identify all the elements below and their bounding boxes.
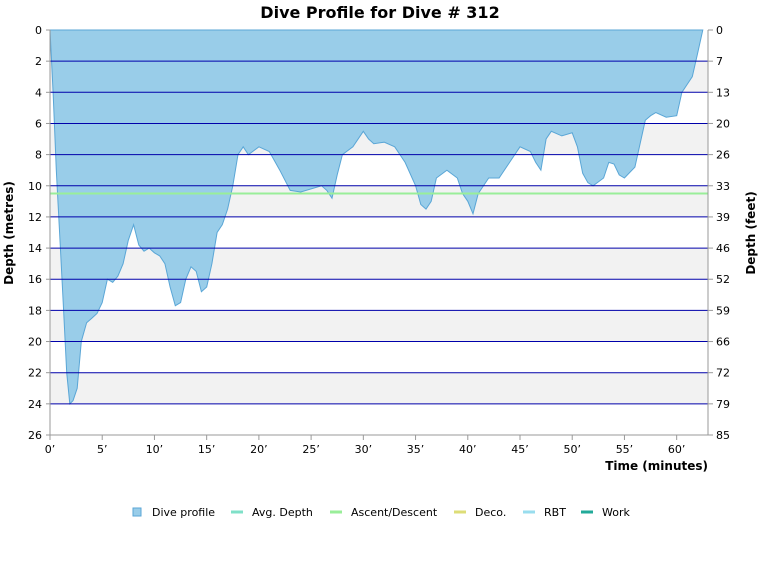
y2-tick-label: 72 xyxy=(716,367,730,380)
x-tick-label: 50’ xyxy=(563,443,581,456)
x-tick-label: 55’ xyxy=(616,443,634,456)
y-tick-label: 18 xyxy=(28,304,42,317)
y2-tick-label: 13 xyxy=(716,86,730,99)
x-tick-label: 5’ xyxy=(97,443,108,456)
y2-tick-label: 46 xyxy=(716,242,730,255)
chart-title: Dive Profile for Dive # 312 xyxy=(260,3,499,22)
x-axis-label: Time (minutes) xyxy=(605,459,708,473)
legend-label: RBT xyxy=(544,506,566,519)
x-tick-label: 60’ xyxy=(668,443,686,456)
y-tick-label: 2 xyxy=(35,55,42,68)
y-axis-label: Depth (metres) xyxy=(2,181,16,285)
y2-tick-label: 66 xyxy=(716,336,730,349)
y2-axis-label: Depth (feet) xyxy=(744,191,758,274)
x-tick-label: 35’ xyxy=(407,443,425,456)
y-tick-label: 0 xyxy=(35,24,42,37)
y-tick-label: 4 xyxy=(35,86,42,99)
grid-lines-over xyxy=(50,60,708,405)
grid-band xyxy=(50,279,708,311)
y-tick-label: 22 xyxy=(28,367,42,380)
y2-tick-label: 20 xyxy=(716,117,730,130)
y2-tick-label: 0 xyxy=(716,24,723,37)
grid-band xyxy=(50,310,708,342)
y-tick-label: 24 xyxy=(28,398,42,411)
grid-band xyxy=(50,248,708,280)
x-tick-label: 15’ xyxy=(198,443,216,456)
x-tick-label: 45’ xyxy=(511,443,529,456)
y2-tick-label: 85 xyxy=(716,429,730,442)
y2-tick-label: 52 xyxy=(716,273,730,286)
y2-tick-label: 59 xyxy=(716,304,730,317)
x-tick-label: 40’ xyxy=(459,443,477,456)
y2-tick-label: 39 xyxy=(716,211,730,224)
y2-tick-label: 26 xyxy=(716,149,730,162)
legend-label: Ascent/Descent xyxy=(351,506,438,519)
legend: Dive profile Avg. Depth Ascent/Descent Deco… xyxy=(132,506,630,519)
y-tick-label: 10 xyxy=(28,180,42,193)
legend-label: Deco. xyxy=(475,506,506,519)
legend-swatch-box xyxy=(132,507,142,517)
y-tick-label: 8 xyxy=(35,149,42,162)
y-tick-label: 14 xyxy=(28,242,42,255)
y-tick-label: 6 xyxy=(35,117,42,130)
grid-band xyxy=(50,341,708,373)
legend-label: Dive profile xyxy=(152,506,215,519)
x-tick-label: 30’ xyxy=(355,443,373,456)
x-axis-ticks: 0’ 5’ 10’ 15’ 20’ 25’ 30’ 35’ 40’ 45’ 50’ 55’ 60’ xyxy=(45,435,686,456)
y-tick-label: 20 xyxy=(28,336,42,349)
x-tick-label: 20’ xyxy=(250,443,268,456)
grid-band xyxy=(50,403,708,435)
y-tick-label: 26 xyxy=(28,429,42,442)
x-tick-label: 25’ xyxy=(302,443,320,456)
x-tick-label: 10’ xyxy=(146,443,164,456)
legend-label: Avg. Depth xyxy=(252,506,313,519)
y-tick-label: 16 xyxy=(28,273,42,286)
y-tick-label: 12 xyxy=(28,211,42,224)
y2-tick-label: 33 xyxy=(716,180,730,193)
grid-band xyxy=(50,372,708,404)
axes xyxy=(49,30,709,436)
x-tick-label: 0’ xyxy=(45,443,56,456)
y2-tick-label: 7 xyxy=(716,55,723,68)
legend-label: Work xyxy=(602,506,630,519)
y2-tick-label: 79 xyxy=(716,398,730,411)
y2-axis-ticks: 0 7 13 20 26 33 39 46 52 59 66 72 79 85 xyxy=(708,24,730,442)
